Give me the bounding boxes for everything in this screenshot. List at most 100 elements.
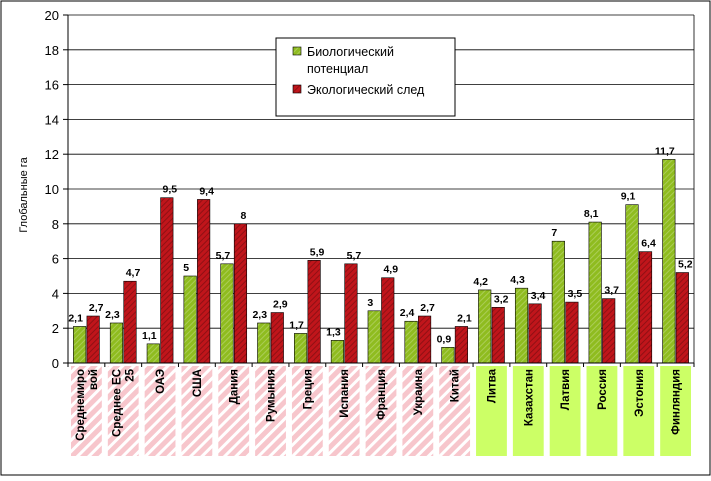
category-box [512, 366, 544, 456]
category-box [439, 366, 471, 456]
bar-footprint [638, 251, 653, 364]
category-label: Среднее ЕС [112, 369, 124, 437]
category-box [144, 366, 176, 456]
category-box [365, 366, 397, 456]
y-tick-label: 2 [52, 321, 59, 336]
category-box [623, 366, 655, 456]
legend-swatch-biocapacity [292, 46, 302, 56]
y-tick-label: 18 [45, 43, 59, 58]
y-tick-label: 4 [52, 286, 59, 301]
data-label-biocapacity: 11,7 [655, 145, 675, 157]
bar-biocapacity [294, 333, 308, 364]
legend-label-biocapacity-line1: Биологический [307, 45, 394, 59]
data-label-footprint: 3,4 [531, 290, 546, 302]
y-tick-label: 6 [52, 252, 59, 267]
data-label-footprint: 6,4 [641, 238, 656, 250]
bar-footprint [528, 303, 542, 364]
data-label-footprint: 3,2 [494, 293, 509, 305]
bar-footprint [344, 263, 358, 364]
category-box [476, 366, 507, 456]
bar-footprint [307, 260, 321, 364]
legend-box [275, 37, 456, 117]
bar-biocapacity [257, 322, 271, 364]
category-box [549, 366, 581, 456]
bar-footprint [675, 272, 689, 364]
data-label-biocapacity: 4,3 [510, 274, 525, 286]
bar-biocapacity [183, 275, 197, 364]
category-box [586, 366, 618, 456]
data-label-biocapacity: 4,2 [473, 276, 488, 288]
data-label-biocapacity: 5,7 [216, 250, 231, 262]
category-label: Эстония [634, 369, 646, 417]
data-label-footprint: 3,7 [604, 285, 619, 297]
category-label: Латвия [560, 369, 572, 410]
data-label-biocapacity: 0,9 [437, 333, 452, 345]
bar-footprint [491, 307, 505, 364]
y-tick-label: 12 [45, 147, 59, 162]
category-box [107, 366, 139, 456]
data-label-biocapacity: 9,1 [621, 191, 636, 203]
bar-footprint [454, 326, 468, 364]
bar-biocapacity [625, 204, 639, 364]
data-label-footprint: 9,5 [163, 184, 178, 196]
bar-biocapacity [551, 240, 565, 364]
data-label-biocapacity: 8,1 [584, 208, 599, 220]
category-box [660, 366, 691, 456]
legend-swatch-footprint [292, 84, 302, 94]
data-label-biocapacity: 3 [367, 297, 373, 309]
bar-footprint [602, 298, 616, 364]
category-label: вой [88, 369, 100, 390]
bar-biocapacity [109, 322, 124, 364]
bar-footprint [270, 312, 284, 364]
legend-label-biocapacity-line2: потенциал [307, 62, 368, 76]
category-label: Казахстан [523, 369, 535, 426]
data-label-footprint: 2,1 [457, 312, 472, 324]
category-label: Испания [339, 369, 351, 418]
data-label-footprint: 4,7 [126, 267, 141, 279]
category-label: Финляндия [671, 369, 683, 435]
data-label-footprint: 2,7 [89, 302, 104, 314]
category-label: США [192, 369, 204, 397]
category-label: 25 [125, 368, 137, 381]
category-box [218, 366, 250, 456]
data-label-footprint: 8 [241, 210, 247, 222]
legend: Биологический потенциал Экологический сл… [275, 37, 456, 117]
data-label-footprint: 2,7 [420, 302, 435, 314]
bar-footprint [197, 199, 211, 364]
data-label-biocapacity: 2,3 [252, 309, 267, 321]
data-label-footprint: 9,4 [199, 185, 214, 197]
category-box [71, 366, 102, 456]
category-box [181, 366, 213, 456]
category-label: ОАЭ [155, 369, 167, 394]
bar-footprint [233, 223, 248, 364]
data-label-biocapacity: 1,1 [142, 330, 157, 342]
bar-biocapacity [73, 326, 87, 364]
y-axis-label: Глобальные га [18, 156, 30, 232]
legend-label-footprint: Экологический след [307, 83, 425, 97]
bar-biocapacity [441, 347, 455, 364]
y-tick-label: 14 [45, 112, 59, 127]
category-label: Среднемиро [75, 369, 87, 441]
bar-footprint [381, 277, 395, 364]
category-box [328, 366, 360, 456]
data-label-biocapacity: 7 [551, 227, 557, 239]
category-box [255, 366, 286, 456]
y-tick-label: 8 [52, 217, 59, 232]
y-tick-label: 16 [45, 78, 59, 93]
data-label-biocapacity: 5 [183, 262, 189, 274]
bar-biocapacity [330, 340, 344, 364]
data-label-biocapacity: 2,4 [400, 307, 415, 319]
bar-biocapacity [662, 159, 676, 364]
bar-biocapacity [220, 263, 234, 364]
data-label-footprint: 2,9 [273, 299, 288, 311]
data-label-biocapacity: 1,7 [289, 319, 304, 331]
data-label-footprint: 5,9 [310, 246, 325, 258]
category-label: Украина [413, 368, 425, 415]
data-label-footprint: 4,9 [383, 264, 398, 276]
y-tick-label: 10 [45, 182, 59, 197]
category-label: Франция [376, 369, 388, 420]
bar-footprint [160, 197, 174, 364]
category-label: Греция [302, 369, 314, 409]
